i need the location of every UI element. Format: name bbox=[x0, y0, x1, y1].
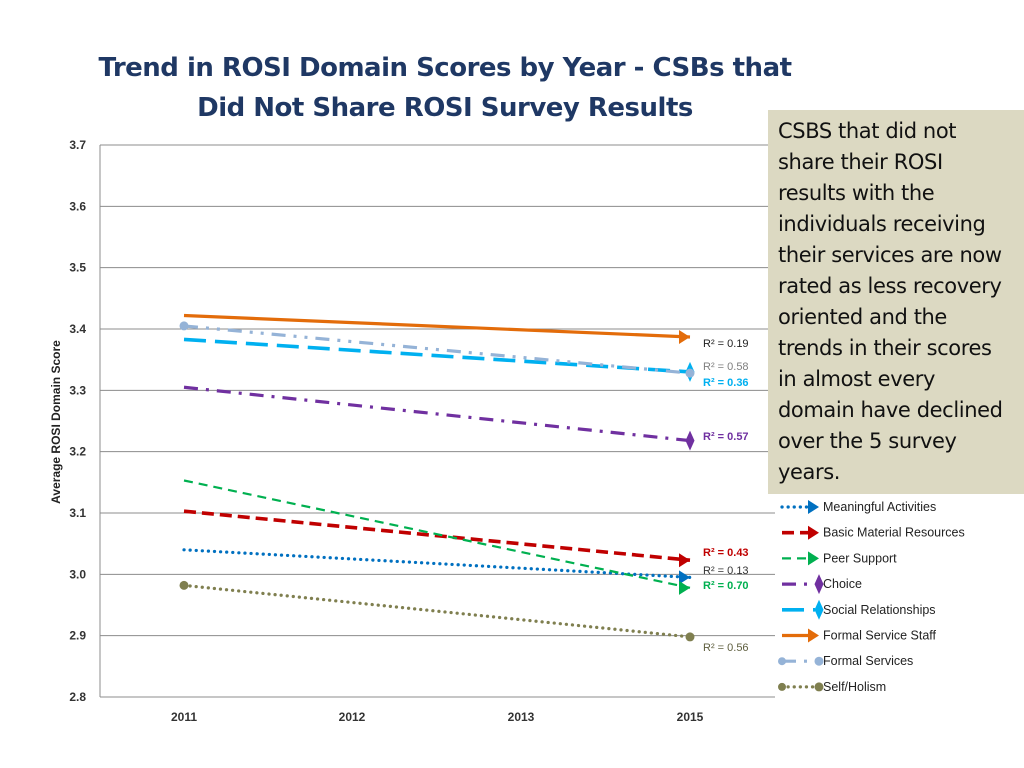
series-formal-service-staff: R² = 0.19 bbox=[183, 313, 749, 350]
y-tick-label-3.1: 3.1 bbox=[69, 506, 86, 520]
legend: Meaningful Activities Basic Material Reso… bbox=[778, 500, 965, 694]
x-tick-label-2013: 2013 bbox=[508, 710, 535, 724]
y-tick-label-3.3: 3.3 bbox=[69, 383, 86, 397]
r2-label: R² = 0.56 bbox=[703, 642, 749, 654]
series-peer-support: R² = 0.70 bbox=[183, 479, 749, 595]
r2-label: R² = 0.58 bbox=[703, 361, 749, 373]
callout-text: CSBS that did not share their ROSI resul… bbox=[778, 119, 1003, 484]
legend-swatch-marker bbox=[808, 628, 819, 643]
series-end-marker bbox=[679, 329, 690, 344]
legend-item: Social Relationships bbox=[782, 599, 936, 620]
legend-label: Formal Service Staff bbox=[823, 629, 937, 643]
series-end-marker bbox=[679, 570, 690, 585]
legend-swatch-start bbox=[778, 682, 786, 691]
r2-label: R² = 0.13 bbox=[703, 565, 749, 577]
r2-label: R² = 0.70 bbox=[703, 580, 749, 592]
x-tick-label-2011: 2011 bbox=[171, 710, 197, 724]
y-tick-label-3.0: 3.0 bbox=[69, 567, 86, 581]
y-tick-label-3.7: 3.7 bbox=[69, 138, 86, 152]
y-tick-label-3.5: 3.5 bbox=[69, 261, 86, 275]
chart-title-line-2: Did Not Share ROSI Survey Results bbox=[197, 93, 693, 123]
r2-label: R² = 0.36 bbox=[703, 377, 749, 389]
series-lines: R² = 0.13 R² = 0.43 R² = 0.70 R² = 0.57 R² =… bbox=[179, 313, 749, 654]
series-end-marker bbox=[679, 580, 690, 595]
series-line bbox=[183, 313, 691, 339]
series-line bbox=[183, 385, 691, 443]
legend-swatch-marker bbox=[814, 574, 824, 595]
x-tick-label-2015: 2015 bbox=[677, 710, 704, 724]
legend-label: Meaningful Activities bbox=[823, 500, 936, 514]
series-social-relationships: R² = 0.36 bbox=[183, 337, 749, 389]
legend-item: Formal Services bbox=[778, 654, 913, 668]
legend-label: Formal Services bbox=[823, 654, 913, 668]
legend-item: Choice bbox=[782, 574, 862, 595]
legend-label: Social Relationships bbox=[823, 603, 936, 617]
legend-item: Self/Holism bbox=[778, 680, 886, 694]
series-line bbox=[183, 324, 691, 375]
series-end-marker bbox=[679, 553, 690, 568]
series-line bbox=[183, 509, 691, 563]
x-tick-label-2012: 2012 bbox=[339, 710, 366, 724]
r2-label: R² = 0.19 bbox=[703, 338, 749, 350]
legend-swatch-marker bbox=[808, 525, 819, 540]
y-tick-label-2.9: 2.9 bbox=[69, 629, 86, 643]
series-self-holism: R² = 0.56 bbox=[179, 580, 749, 654]
y-tick-label-2.8: 2.8 bbox=[69, 690, 86, 704]
gridlines bbox=[100, 144, 775, 698]
legend-label: Peer Support bbox=[823, 551, 897, 565]
series-line bbox=[182, 548, 692, 580]
legend-swatch-marker bbox=[814, 682, 824, 692]
legend-label: Choice bbox=[823, 577, 862, 591]
chart-title-line-1: Trend in ROSI Domain Scores by Year - CS… bbox=[98, 53, 792, 83]
series-end-marker bbox=[685, 430, 695, 451]
series-end-marker bbox=[685, 368, 695, 378]
legend-item: Formal Service Staff bbox=[782, 628, 937, 643]
legend-label: Self/Holism bbox=[823, 680, 886, 694]
y-tick-label-3.2: 3.2 bbox=[69, 445, 86, 459]
legend-label: Basic Material Resources bbox=[823, 526, 965, 540]
legend-swatch-marker bbox=[814, 599, 824, 620]
series-line bbox=[183, 337, 691, 374]
chart-title: Trend in ROSI Domain Scores by Year - CS… bbox=[90, 48, 800, 128]
series-basic-material-resources: R² = 0.43 bbox=[183, 509, 749, 568]
y-tick-label-3.6: 3.6 bbox=[69, 199, 86, 213]
axes: 3.7 3.6 3.5 3.4 3.3 3.2 3.1 3.0 2.9 2.8 2011 2012 20… bbox=[69, 138, 775, 724]
r2-label: R² = 0.43 bbox=[703, 547, 749, 559]
legend-swatch-marker bbox=[808, 551, 819, 566]
series-choice: R² = 0.57 bbox=[183, 385, 749, 451]
series-formal-services: R² = 0.58 bbox=[179, 321, 749, 378]
series-meaningful-activities: R² = 0.13 bbox=[182, 548, 749, 585]
series-end-marker bbox=[685, 632, 695, 642]
legend-swatch-marker bbox=[814, 656, 824, 666]
legend-swatch-marker bbox=[808, 500, 819, 514]
y-tick-label-3.4: 3.4 bbox=[69, 322, 86, 336]
callout-box: CSBS that did not share their ROSI resul… bbox=[768, 110, 1024, 494]
legend-item: Meaningful Activities bbox=[780, 500, 936, 514]
legend-swatch-start bbox=[778, 657, 786, 666]
legend-item: Basic Material Resources bbox=[782, 525, 965, 540]
y-axis-label: Average ROSI Domain Score bbox=[49, 340, 63, 504]
series-line bbox=[183, 479, 691, 589]
r2-label: R² = 0.57 bbox=[703, 431, 749, 443]
series-start-marker bbox=[179, 321, 189, 331]
series-start-marker bbox=[179, 580, 189, 590]
series-line bbox=[182, 583, 692, 639]
legend-item: Peer Support bbox=[782, 551, 897, 566]
